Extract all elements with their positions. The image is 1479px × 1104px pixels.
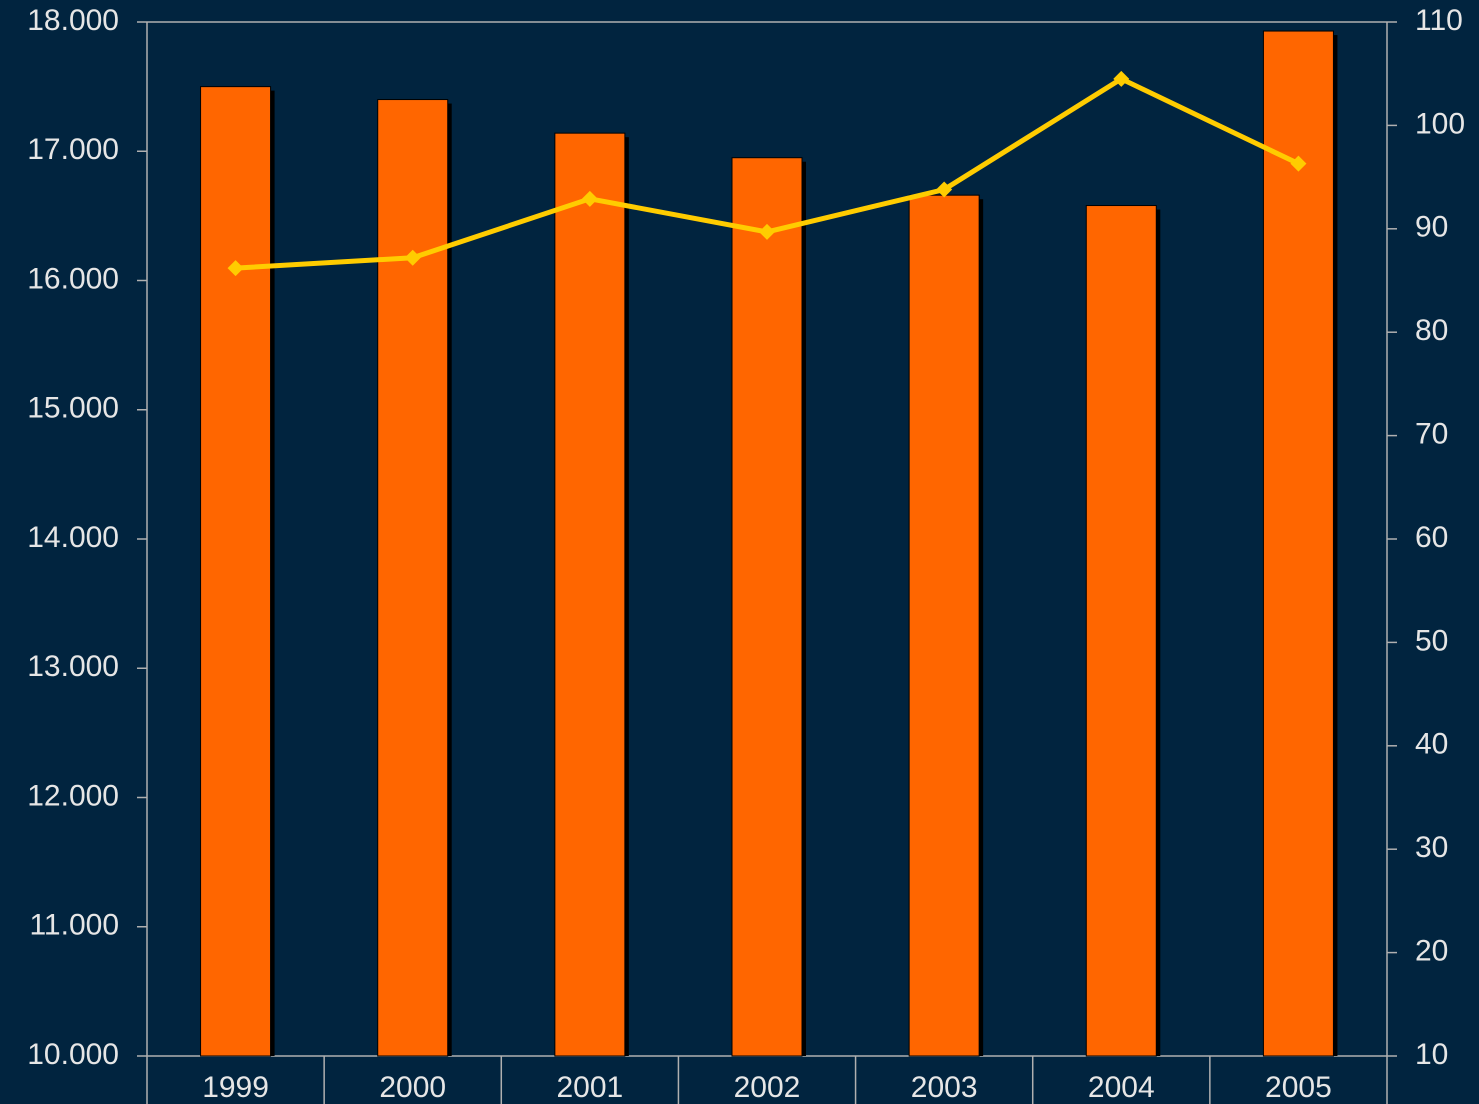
y2-tick-label: 60: [1415, 521, 1448, 554]
x-tick-label: 2001: [556, 1071, 623, 1104]
y2-tick-label: 10: [1415, 1038, 1448, 1071]
bar: [554, 132, 626, 1057]
y-tick-label: 15.000: [27, 392, 119, 425]
bar: [1262, 30, 1334, 1057]
x-tick-label: 2000: [379, 1071, 446, 1104]
bar: [200, 86, 272, 1057]
y2-tick-label: 90: [1415, 211, 1448, 244]
x-tick-label: 2002: [734, 1071, 801, 1104]
x-tick-label: 1999: [202, 1071, 269, 1104]
marker: [227, 260, 244, 277]
y-tick-label: 16.000: [27, 262, 119, 295]
y-tick-label: 14.000: [27, 521, 119, 554]
bar: [377, 99, 449, 1057]
y-tick-label: 12.000: [27, 779, 119, 812]
marker: [404, 249, 421, 266]
y2-tick-label: 50: [1415, 624, 1448, 657]
y-tick-label: 17.000: [27, 133, 119, 166]
x-tick-label: 2003: [911, 1071, 978, 1104]
marker: [1290, 155, 1307, 172]
y2-tick-label: 100: [1415, 107, 1465, 140]
y2-tick-label: 30: [1415, 831, 1448, 864]
y2-tick-label: 110: [1415, 4, 1463, 37]
y-tick-label: 10.000: [27, 1038, 119, 1071]
bar: [731, 157, 803, 1057]
marker: [581, 190, 598, 207]
y2-tick-label: 40: [1415, 728, 1448, 761]
y2-tick-label: 80: [1415, 314, 1448, 347]
bar: [908, 194, 980, 1057]
y-tick-label: 18.000: [27, 4, 119, 37]
y-tick-label: 11.000: [29, 909, 119, 942]
marker: [936, 181, 953, 198]
x-tick-label: 2005: [1265, 1071, 1332, 1104]
y-tick-label: 13.000: [27, 650, 119, 683]
y2-tick-label: 70: [1415, 418, 1448, 451]
bar: [1085, 205, 1157, 1057]
x-tick-label: 2004: [1088, 1071, 1155, 1104]
marker: [759, 223, 775, 240]
marker: [1113, 70, 1130, 87]
y2-tick-label: 20: [1415, 935, 1448, 968]
